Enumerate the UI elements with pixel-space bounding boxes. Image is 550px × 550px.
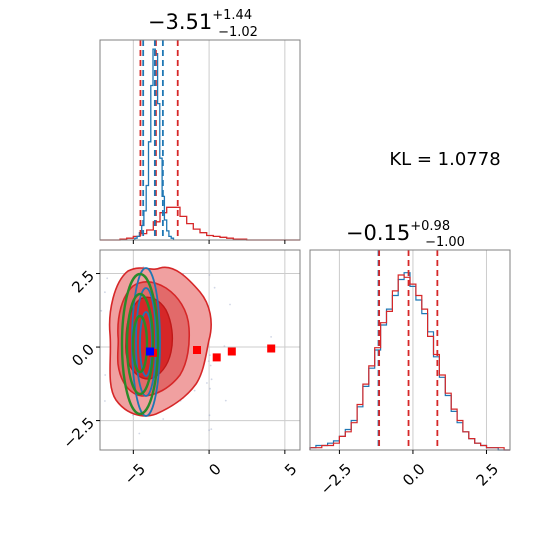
p3-quantile-lines bbox=[377, 250, 439, 450]
joint-sample-point bbox=[93, 373, 95, 375]
p3-title-main: −0.15 bbox=[346, 221, 410, 245]
p3-xtick-label: 2.5 bbox=[473, 460, 503, 490]
green-contour-mid bbox=[125, 292, 155, 396]
joint-sample-point bbox=[210, 428, 213, 430]
joint-xtick-label: −5 bbox=[121, 460, 149, 488]
p1-title-sup: +1.44 bbox=[212, 8, 252, 23]
p3-frame bbox=[309, 249, 511, 451]
p3-xtick-label: −2.5 bbox=[317, 460, 355, 498]
hist-panel-param-2: −2.5 0.0 2.5 −0.15+0.98 −1.00 bbox=[309, 219, 511, 499]
joint-sample-point bbox=[223, 345, 226, 347]
p3-title-sub: −1.00 bbox=[425, 235, 465, 250]
blue-contour-mid bbox=[135, 287, 157, 397]
joint-sample-point bbox=[162, 418, 165, 420]
p1-title-sub: −1.02 bbox=[218, 25, 258, 40]
joint-xtick-label: 5 bbox=[281, 460, 300, 479]
joint-sample-point bbox=[210, 378, 213, 381]
joint-sample-point bbox=[93, 336, 95, 338]
joint-panel: −5 0 5 −2.5 0.0 2.5 bbox=[60, 249, 301, 488]
green-contours bbox=[120, 272, 160, 416]
joint-sample-point bbox=[193, 389, 196, 392]
red-square-marker bbox=[267, 344, 276, 353]
joint-sample-point bbox=[209, 387, 211, 390]
joint-sample-point bbox=[208, 274, 211, 276]
joint-sample-point bbox=[80, 467, 82, 469]
p1-title-main: −3.51 bbox=[148, 10, 212, 34]
green-contour-outer bbox=[120, 272, 160, 416]
p3-red-histogram bbox=[309, 274, 510, 451]
joint-sample-point bbox=[208, 429, 211, 432]
green-contour-inner bbox=[131, 314, 149, 374]
joint-sample-point bbox=[207, 360, 210, 362]
joint-sample-point bbox=[106, 277, 109, 280]
joint-sample-point bbox=[100, 309, 103, 312]
p3-xtick-label: 0.0 bbox=[399, 460, 429, 490]
joint-sample-point bbox=[104, 400, 106, 402]
p1-frame bbox=[99, 39, 301, 241]
p3-red-step bbox=[309, 274, 510, 451]
joint-sample-point bbox=[206, 382, 208, 384]
red-square-marker bbox=[227, 347, 236, 356]
joint-sample-point bbox=[132, 414, 134, 417]
joint-sample-point bbox=[213, 286, 216, 289]
p1-quantile-lines bbox=[139, 40, 179, 240]
joint-sample-point bbox=[138, 432, 141, 435]
p3-ticks: −2.5 0.0 2.5 bbox=[317, 450, 503, 499]
joint-sample-point bbox=[224, 399, 227, 402]
joint-xtick-label: 0 bbox=[205, 460, 224, 479]
joint-ytick-label: 2.5 bbox=[68, 267, 98, 297]
joint-sample-point bbox=[208, 414, 211, 417]
joint-sample-point bbox=[104, 291, 106, 294]
joint-sample-point bbox=[209, 354, 211, 356]
joint-markers bbox=[146, 344, 276, 362]
joint-sample-point bbox=[104, 374, 107, 376]
red-square-marker bbox=[193, 346, 201, 354]
p1-gridlines bbox=[132, 40, 286, 240]
joint-sample-point bbox=[229, 303, 231, 306]
hist-panel-param-1: −3.51+1.44 −1.02 bbox=[99, 8, 301, 244]
p3-gridlines bbox=[338, 250, 487, 450]
p1-title: −3.51+1.44 bbox=[148, 8, 252, 34]
blue-square-marker bbox=[146, 347, 154, 356]
red-square-marker bbox=[212, 353, 221, 362]
joint-ytick-label: −2.5 bbox=[60, 414, 98, 452]
joint-sample-point bbox=[270, 336, 272, 338]
p3-title-sup: +0.98 bbox=[410, 219, 450, 234]
joint-sample-point bbox=[209, 364, 212, 367]
joint-ytick-label: 0.0 bbox=[68, 340, 98, 370]
p1-ticks bbox=[132, 240, 286, 244]
kl-annotation: KL = 1.0778 bbox=[389, 149, 500, 170]
p3-title: −0.15+0.98 bbox=[346, 219, 450, 245]
joint-frame bbox=[99, 249, 301, 451]
